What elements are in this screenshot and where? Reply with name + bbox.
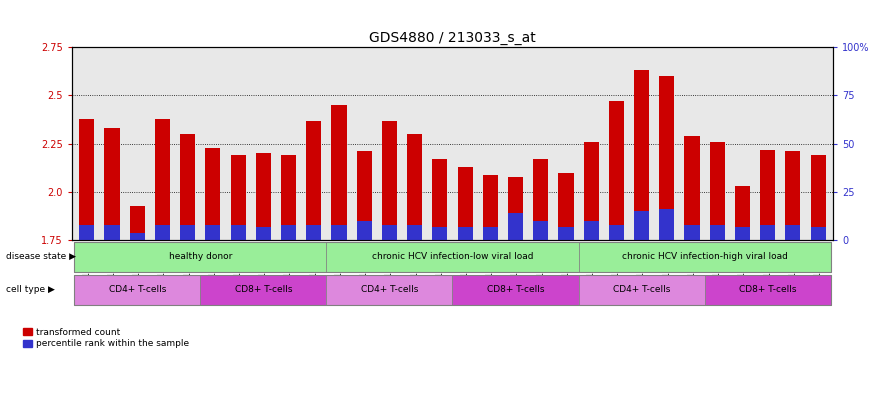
Bar xyxy=(735,186,750,240)
Bar xyxy=(735,227,750,240)
Bar xyxy=(786,151,800,240)
Bar xyxy=(811,227,826,240)
Bar xyxy=(533,221,548,240)
Bar xyxy=(558,173,573,240)
Legend: transformed count, percentile rank within the sample: transformed count, percentile rank withi… xyxy=(23,328,190,348)
Bar xyxy=(685,225,700,240)
Bar xyxy=(281,225,296,240)
Text: healthy donor: healthy donor xyxy=(168,252,232,261)
Bar xyxy=(558,227,573,240)
Bar xyxy=(332,225,347,240)
Title: GDS4880 / 213033_s_at: GDS4880 / 213033_s_at xyxy=(369,31,536,45)
Bar xyxy=(786,225,800,240)
Text: CD4+ T-cells: CD4+ T-cells xyxy=(108,285,166,294)
Bar xyxy=(155,119,170,240)
FancyBboxPatch shape xyxy=(579,242,831,272)
FancyBboxPatch shape xyxy=(326,275,452,305)
Bar xyxy=(609,225,624,240)
Bar xyxy=(205,225,220,240)
Bar xyxy=(357,221,372,240)
Bar xyxy=(382,121,397,240)
Text: CD4+ T-cells: CD4+ T-cells xyxy=(361,285,418,294)
Text: chronic HCV infection-low viral load: chronic HCV infection-low viral load xyxy=(372,252,533,261)
Bar xyxy=(634,211,650,240)
Bar xyxy=(205,148,220,240)
Bar xyxy=(155,225,170,240)
Bar xyxy=(533,159,548,240)
Bar xyxy=(407,134,422,240)
Bar xyxy=(760,225,775,240)
Bar xyxy=(432,159,447,240)
FancyBboxPatch shape xyxy=(452,275,579,305)
Bar xyxy=(230,225,246,240)
Bar xyxy=(432,227,447,240)
Text: CD8+ T-cells: CD8+ T-cells xyxy=(739,285,797,294)
Text: CD4+ T-cells: CD4+ T-cells xyxy=(613,285,670,294)
Bar xyxy=(634,70,650,240)
Bar xyxy=(306,121,322,240)
Bar xyxy=(458,167,473,240)
Bar xyxy=(710,142,725,240)
Bar xyxy=(659,76,675,240)
Bar xyxy=(79,119,94,240)
Bar xyxy=(281,155,296,240)
Bar xyxy=(105,128,119,240)
Bar xyxy=(710,225,725,240)
Bar xyxy=(508,213,523,240)
FancyBboxPatch shape xyxy=(74,275,201,305)
FancyBboxPatch shape xyxy=(326,242,579,272)
FancyBboxPatch shape xyxy=(704,275,831,305)
Bar xyxy=(583,221,599,240)
FancyBboxPatch shape xyxy=(201,275,326,305)
Bar xyxy=(685,136,700,240)
Bar xyxy=(332,105,347,240)
Bar xyxy=(458,227,473,240)
Bar xyxy=(255,227,271,240)
Bar xyxy=(583,142,599,240)
Bar xyxy=(255,153,271,240)
Bar xyxy=(230,155,246,240)
Bar xyxy=(483,227,498,240)
Bar xyxy=(130,206,145,240)
Text: CD8+ T-cells: CD8+ T-cells xyxy=(487,285,544,294)
Bar xyxy=(306,225,322,240)
Bar xyxy=(180,225,195,240)
FancyBboxPatch shape xyxy=(74,242,326,272)
Bar xyxy=(483,174,498,240)
Text: chronic HCV infection-high viral load: chronic HCV infection-high viral load xyxy=(622,252,788,261)
Bar xyxy=(407,225,422,240)
Bar xyxy=(382,225,397,240)
Bar xyxy=(760,149,775,240)
Bar xyxy=(357,151,372,240)
Text: disease state ▶: disease state ▶ xyxy=(6,252,76,261)
Bar xyxy=(609,101,624,240)
Bar xyxy=(79,225,94,240)
Text: CD8+ T-cells: CD8+ T-cells xyxy=(235,285,292,294)
Bar xyxy=(105,225,119,240)
FancyBboxPatch shape xyxy=(579,275,704,305)
Bar xyxy=(508,176,523,240)
Text: cell type ▶: cell type ▶ xyxy=(6,285,55,294)
Bar xyxy=(130,233,145,240)
Bar xyxy=(811,155,826,240)
Bar xyxy=(180,134,195,240)
Bar xyxy=(659,209,675,240)
